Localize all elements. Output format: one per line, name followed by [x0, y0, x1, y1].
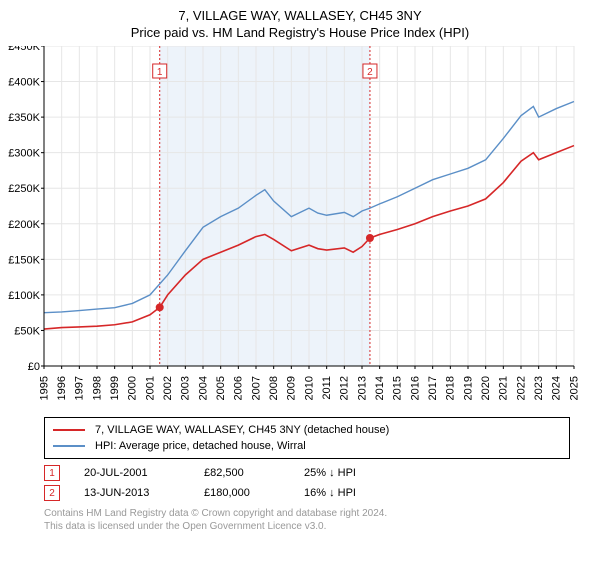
svg-text:2006: 2006	[233, 376, 245, 400]
events-table: 1 20-JUL-2001 £82,500 25% ↓ HPI 2 13-JUN…	[44, 463, 570, 503]
footnote-line: This data is licensed under the Open Gov…	[44, 520, 570, 533]
event-date: 13-JUN-2013	[84, 487, 204, 499]
event-badge: 1	[44, 465, 60, 481]
svg-text:2007: 2007	[250, 376, 262, 400]
event-date: 20-JUL-2001	[84, 467, 204, 479]
svg-text:2002: 2002	[162, 376, 174, 400]
svg-text:2019: 2019	[462, 376, 474, 400]
legend-swatch	[53, 429, 85, 431]
price-chart: 1 2 £0 £50K £100K £150K £200K £250K £300K £350K £4…	[0, 46, 600, 411]
svg-text:£100K: £100K	[8, 290, 40, 302]
svg-text:2014: 2014	[374, 376, 386, 400]
svg-text:£150K: £150K	[8, 254, 40, 266]
chart-title-main: 7, VILLAGE WAY, WALLASEY, CH45 3NY	[0, 8, 600, 23]
svg-text:2021: 2021	[498, 376, 510, 400]
event-row: 2 13-JUN-2013 £180,000 16% ↓ HPI	[44, 483, 570, 503]
svg-text:2004: 2004	[197, 376, 209, 400]
legend-row: HPI: Average price, detached house, Wirr…	[53, 438, 561, 454]
svg-text:2020: 2020	[480, 376, 492, 400]
svg-text:2023: 2023	[533, 376, 545, 400]
svg-text:2010: 2010	[303, 376, 315, 400]
svg-text:2024: 2024	[551, 376, 563, 400]
footnote: Contains HM Land Registry data © Crown c…	[44, 507, 570, 533]
svg-text:2005: 2005	[215, 376, 227, 400]
svg-text:£450K: £450K	[8, 46, 40, 53]
svg-text:2025: 2025	[568, 376, 580, 400]
svg-text:1: 1	[157, 67, 163, 78]
svg-text:£0: £0	[28, 361, 40, 373]
svg-text:2001: 2001	[144, 376, 156, 400]
svg-text:2: 2	[367, 67, 373, 78]
svg-text:2008: 2008	[268, 376, 280, 400]
svg-text:2012: 2012	[339, 376, 351, 400]
svg-text:2016: 2016	[409, 376, 421, 400]
svg-text:2018: 2018	[445, 376, 457, 400]
event-delta: 25% ↓ HPI	[304, 467, 404, 479]
chart-title-sub: Price paid vs. HM Land Registry's House …	[0, 25, 600, 40]
svg-text:1999: 1999	[109, 376, 121, 400]
svg-text:1997: 1997	[74, 376, 86, 400]
event-badge: 2	[44, 485, 60, 501]
svg-text:1996: 1996	[56, 376, 68, 400]
svg-text:2003: 2003	[180, 376, 192, 400]
svg-text:£200K: £200K	[8, 219, 40, 231]
svg-text:2022: 2022	[515, 376, 527, 400]
legend: 7, VILLAGE WAY, WALLASEY, CH45 3NY (deta…	[44, 417, 570, 459]
svg-text:£350K: £350K	[8, 112, 40, 124]
svg-text:£300K: £300K	[8, 148, 40, 160]
svg-text:2013: 2013	[356, 376, 368, 400]
legend-label: HPI: Average price, detached house, Wirr…	[95, 440, 306, 452]
svg-text:1998: 1998	[91, 376, 103, 400]
event-price: £180,000	[204, 487, 304, 499]
legend-label: 7, VILLAGE WAY, WALLASEY, CH45 3NY (deta…	[95, 424, 389, 436]
event-delta: 16% ↓ HPI	[304, 487, 404, 499]
event-row: 1 20-JUL-2001 £82,500 25% ↓ HPI	[44, 463, 570, 483]
event-price: £82,500	[204, 467, 304, 479]
svg-text:£250K: £250K	[8, 183, 40, 195]
legend-row: 7, VILLAGE WAY, WALLASEY, CH45 3NY (deta…	[53, 422, 561, 438]
svg-text:2015: 2015	[392, 376, 404, 400]
svg-text:2011: 2011	[321, 376, 333, 400]
svg-text:£50K: £50K	[14, 325, 40, 337]
svg-text:1995: 1995	[38, 376, 50, 400]
svg-text:2009: 2009	[286, 376, 298, 400]
legend-swatch	[53, 445, 85, 447]
svg-text:£400K: £400K	[8, 77, 40, 89]
svg-text:2000: 2000	[127, 376, 139, 400]
svg-text:2017: 2017	[427, 376, 439, 400]
footnote-line: Contains HM Land Registry data © Crown c…	[44, 507, 570, 520]
